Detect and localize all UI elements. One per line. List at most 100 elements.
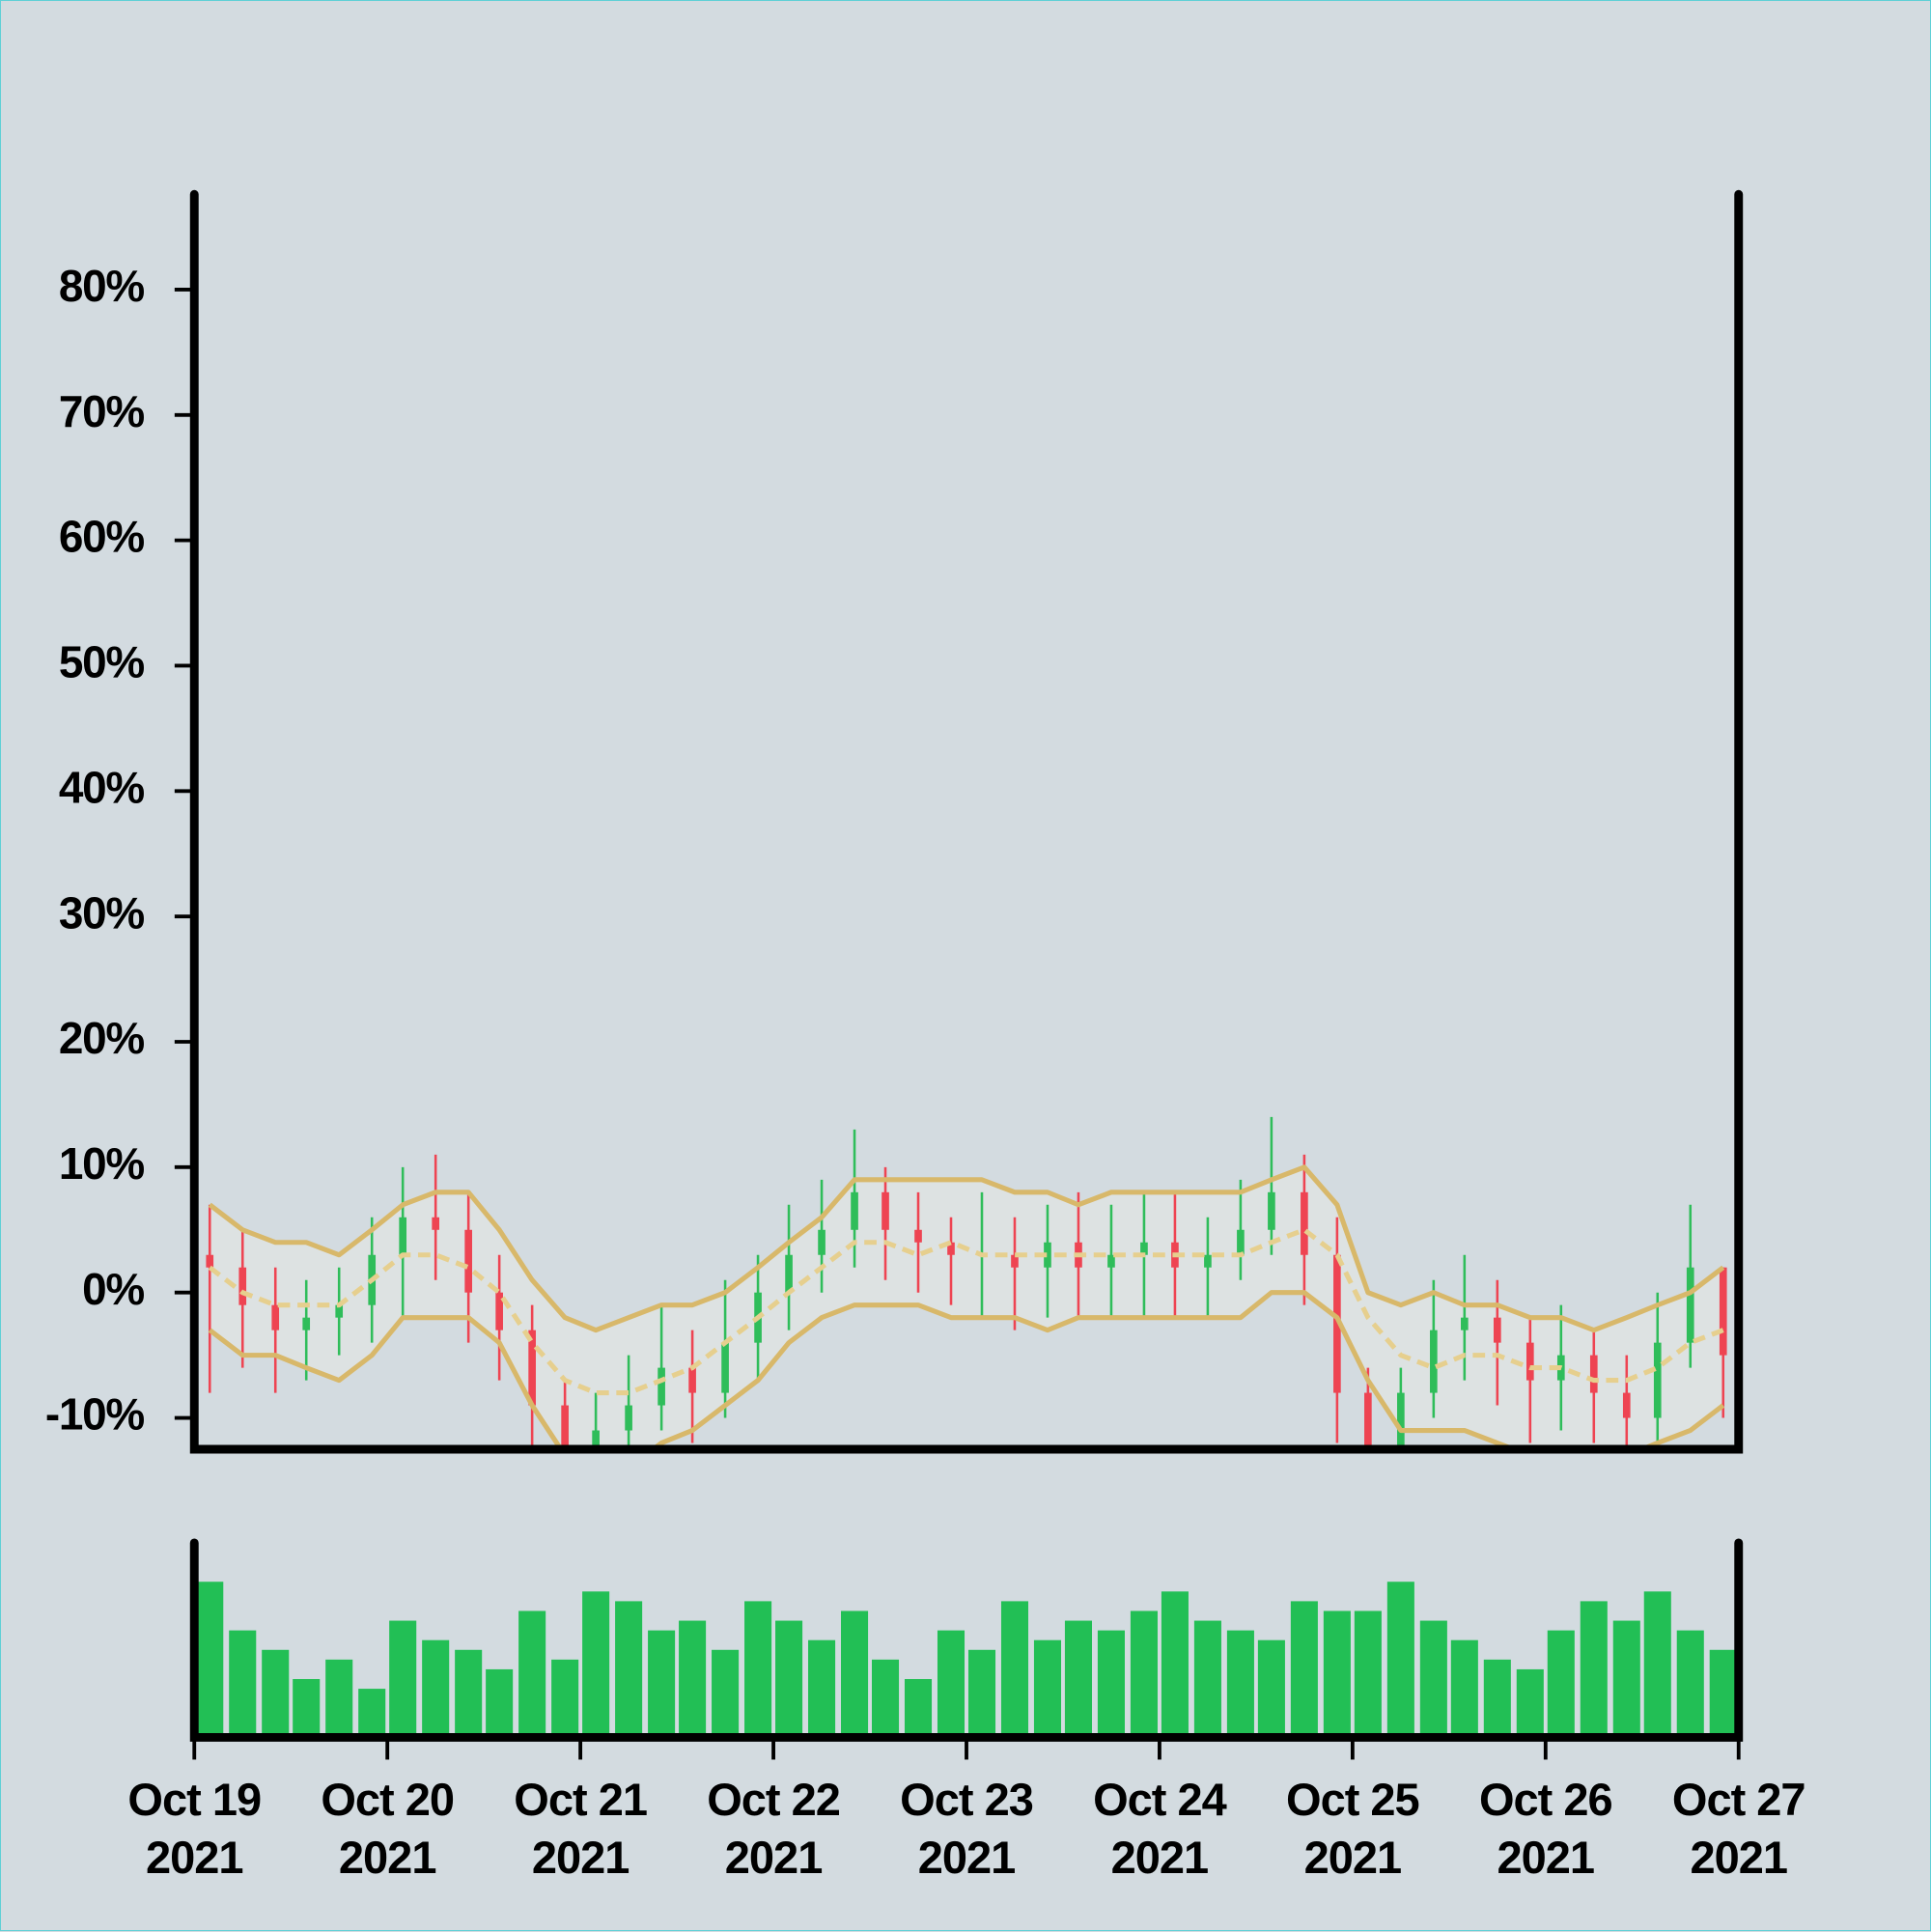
volume-bar — [1483, 1659, 1511, 1738]
volume-bar — [1257, 1639, 1285, 1738]
candle-body — [399, 1217, 407, 1255]
volume-bar — [1130, 1610, 1158, 1738]
volume-bar — [1580, 1601, 1608, 1738]
band-fill — [210, 1166, 1723, 1449]
candle-body — [818, 1229, 826, 1255]
x-tick-label: Oct 24 2021 — [1093, 1773, 1227, 1883]
candle-body — [1268, 1191, 1275, 1230]
volume-bar — [1097, 1630, 1125, 1738]
volume-bar — [1226, 1630, 1254, 1738]
volume-bar — [1419, 1620, 1447, 1738]
volume-bar — [904, 1679, 933, 1738]
candle-body — [1493, 1317, 1501, 1343]
candle-body — [528, 1330, 536, 1406]
candle-body — [1525, 1342, 1534, 1381]
candle-body — [206, 1254, 214, 1268]
volume-bar — [293, 1679, 321, 1738]
volume-bar — [648, 1630, 676, 1738]
volume-bar — [1612, 1620, 1640, 1738]
candle-body — [1719, 1267, 1727, 1356]
x-tick-label: Oct 21 2021 — [514, 1773, 648, 1883]
x-tick-label: Oct 19 2021 — [127, 1773, 262, 1883]
volume-bar — [1516, 1668, 1544, 1738]
candle-body — [1333, 1254, 1341, 1393]
candle-body — [688, 1367, 696, 1393]
y-tick-label: 60% — [59, 512, 145, 562]
volume-bar — [1709, 1649, 1737, 1738]
candle-body — [495, 1292, 503, 1330]
x-tick-label: Oct 20 2021 — [321, 1773, 455, 1883]
volume-bar — [1676, 1630, 1704, 1738]
volume-bar — [808, 1639, 836, 1738]
price-frame — [189, 189, 1744, 1454]
candle-body — [1107, 1254, 1115, 1268]
candle-body — [1653, 1342, 1662, 1418]
volume-bar — [712, 1649, 740, 1738]
candle-body — [238, 1267, 247, 1305]
candle-body — [1011, 1254, 1019, 1268]
y-tick-label: 50% — [59, 637, 145, 687]
volume-bar — [967, 1649, 996, 1738]
candle-body — [464, 1229, 472, 1293]
volume-frame — [189, 1538, 1744, 1742]
volume-bar — [358, 1689, 386, 1738]
volume-bar — [389, 1620, 417, 1738]
candle-body — [1140, 1242, 1148, 1255]
candle-body — [1461, 1317, 1469, 1330]
candle-body — [1589, 1355, 1598, 1393]
candle-body — [1204, 1254, 1212, 1268]
volume-bar — [1193, 1620, 1221, 1738]
candle-body — [1622, 1392, 1631, 1418]
y-tick-label: 30% — [59, 887, 145, 938]
candle-body — [1044, 1242, 1051, 1268]
volume-bar — [775, 1620, 803, 1738]
y-tick-label: 0% — [82, 1264, 144, 1314]
volume-bar — [1000, 1601, 1029, 1738]
candle-body — [271, 1304, 280, 1330]
volume-bar — [229, 1630, 257, 1738]
volume-bar — [422, 1639, 450, 1738]
volume-bar — [1386, 1582, 1414, 1738]
candle-body — [882, 1191, 889, 1230]
y-tick-label: 20% — [59, 1013, 145, 1063]
band-upper — [208, 1164, 1725, 1333]
volume-bar — [518, 1610, 546, 1738]
candle-body — [1301, 1191, 1308, 1255]
candle-body — [302, 1317, 311, 1330]
volume-bar — [455, 1649, 483, 1738]
volume-bar — [1323, 1610, 1351, 1738]
x-tick-label: Oct 26 2021 — [1478, 1773, 1613, 1883]
y-tick-label: 40% — [59, 762, 145, 812]
candle-body — [335, 1304, 344, 1318]
candle-body — [1430, 1330, 1438, 1393]
volume-bar — [1290, 1601, 1318, 1738]
volume-bar — [196, 1582, 224, 1738]
candle-body — [785, 1254, 793, 1293]
volume-bar — [1547, 1630, 1575, 1738]
volume-bar — [582, 1591, 610, 1738]
y-tick-label: -10% — [45, 1389, 145, 1440]
candle-body — [561, 1405, 569, 1449]
volume-bar — [1064, 1620, 1092, 1738]
candle-body — [658, 1367, 665, 1406]
candle-body — [1364, 1392, 1372, 1449]
candle-body — [851, 1191, 858, 1230]
candle-body — [721, 1342, 729, 1393]
volume-bar — [486, 1668, 514, 1738]
y-tick-label: 10% — [59, 1138, 145, 1189]
volume-bar — [1450, 1639, 1478, 1738]
x-tick-label: Oct 27 2021 — [1671, 1773, 1806, 1883]
volume-bar — [871, 1659, 900, 1738]
x-tick-label: Oct 23 2021 — [900, 1773, 1034, 1883]
candle-body — [1397, 1392, 1405, 1449]
band-lower — [208, 1290, 1725, 1449]
candle-body — [1686, 1267, 1694, 1343]
volume-bar — [679, 1620, 707, 1738]
candle-body — [947, 1242, 955, 1255]
candle-body — [625, 1405, 632, 1431]
volume-bar — [262, 1649, 290, 1738]
volume-bar — [744, 1601, 772, 1738]
x-tick-label: Oct 22 2021 — [707, 1773, 841, 1883]
band-middle — [208, 1227, 1724, 1396]
